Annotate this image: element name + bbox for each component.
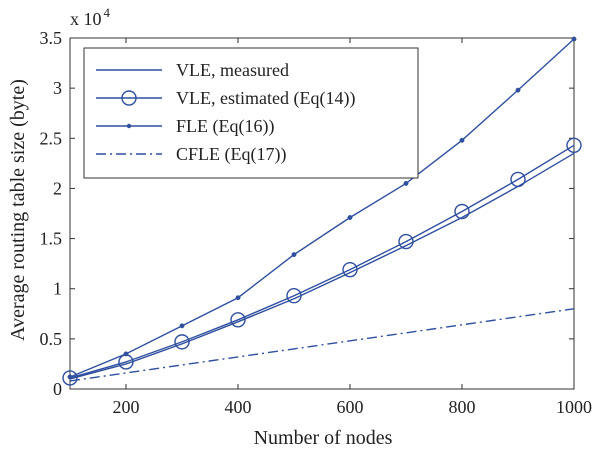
data-point-circle [510,171,526,188]
y-tick-label: 0 [53,379,62,399]
y-tick-label: 2.5 [40,128,63,148]
legend-label: VLE, measured [176,60,289,80]
x-tick-label: 800 [449,397,476,417]
series-1 [69,152,575,380]
y-tick-label: 1.5 [40,229,63,249]
x-tick-label: 400 [225,397,252,417]
series-line [69,144,575,379]
plot-frame [69,37,575,390]
data-point-circle [286,288,302,304]
series-layer [62,36,582,386]
data-point-circle [174,334,190,350]
data-point-circle [398,233,414,250]
y-tick-label: 1 [53,279,62,299]
legend-item: FLE (Eq(16)) [96,116,274,137]
data-point-dot [235,295,241,301]
series-line [69,308,575,382]
data-point-circle [566,137,582,154]
legend-item: VLE, estimated (Eq(14)) [96,88,355,109]
x-axis-label: Number of nodes [254,427,393,449]
y-tick-label: 2 [53,178,62,198]
x-tick-label: 200 [113,397,140,417]
series-4 [69,308,575,382]
data-point-dot [571,36,577,42]
series-line [69,38,575,378]
legend-label: FLE (Eq(16)) [176,116,274,137]
data-point-dot [67,374,73,380]
y-axis-exponent: x 10 4 [70,5,111,29]
y-tick-label: 3 [53,78,62,98]
data-point-dot [515,87,521,93]
y-tick-label: 3.5 [40,28,63,48]
data-point-dot [459,137,465,143]
y-axis-label: Average routing table size (byte) [7,79,29,341]
y-exponent-power: 4 [104,5,111,20]
legend-item: CFLE (Eq(17)) [96,144,286,165]
series-2 [62,137,582,386]
legend-marker-circle [121,90,137,106]
y-tick-label: 0.5 [40,329,63,349]
data-point-circle [62,370,78,386]
x-tick-label: 600 [337,397,364,417]
data-point-dot [291,252,297,258]
y-exponent-base: x 10 [70,9,102,29]
x-axis-ticks: 200 400 600 800 1000 [113,38,592,417]
series-line [69,152,575,380]
legend-marker-dot [126,123,132,129]
data-point-dot [347,215,353,220]
legend-label: CFLE (Eq(17)) [176,144,286,165]
legend-label: VLE, estimated (Eq(14)) [176,88,355,109]
data-point-dot [123,351,129,357]
data-point-dot [179,323,185,329]
series-3 [67,36,577,380]
plot-border [69,37,575,390]
y-axis-ticks: 0 0.5 1 1.5 2 2.5 3 3.5 [40,28,574,399]
data-point-circle [230,312,246,328]
data-point-dot [403,180,409,186]
data-point-circle [342,261,358,278]
data-point-circle [454,203,470,220]
legend-item: VLE, measured [96,60,289,80]
legend: VLE, measured VLE, estimated (Eq(14)) FLE … [83,47,419,179]
x-tick-label: 1000 [556,397,592,417]
